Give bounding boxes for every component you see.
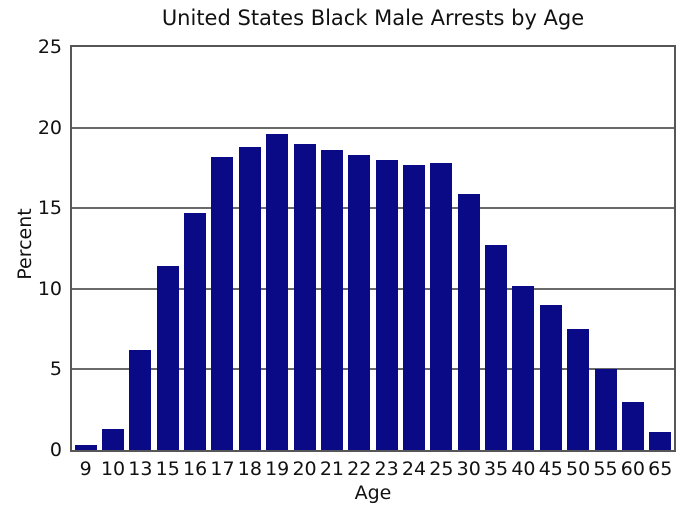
x-tick-label-35: 35 (483, 458, 509, 480)
x-tick-label-20: 20 (292, 458, 317, 480)
bars-container (72, 47, 674, 450)
bar-age-21 (320, 150, 343, 450)
bar-age-55 (594, 369, 617, 450)
bar-age-23 (375, 159, 398, 450)
x-tick-label-24: 24 (401, 458, 427, 480)
bar-age-35 (485, 245, 508, 450)
gridline-20 (72, 126, 674, 129)
chart-title: United States Black Male Arrests by Age (161, 6, 585, 30)
gridline-15 (72, 207, 674, 210)
x-tick-label-50: 50 (566, 458, 591, 480)
bar-age-15 (156, 266, 179, 450)
x-axis-label: Age (354, 482, 392, 504)
x-tick-label-10: 10 (100, 458, 126, 480)
gridline-5 (72, 368, 674, 371)
gridline-10 (72, 287, 674, 290)
x-tick-label-30: 30 (456, 458, 481, 480)
bar-age-9 (74, 445, 97, 450)
bar-age-20 (293, 143, 316, 450)
bar-age-16 (184, 213, 207, 450)
x-tick-label-22: 22 (347, 458, 372, 480)
bar-age-40 (512, 285, 535, 450)
y-tick-label-5: 5 (49, 358, 62, 381)
x-tick-label-15: 15 (155, 458, 180, 480)
x-tick-label-40: 40 (511, 458, 536, 480)
bar-age-60 (621, 401, 644, 450)
bar-age-13 (129, 350, 152, 450)
bar-age-19 (266, 134, 289, 450)
bar-age-45 (539, 304, 562, 450)
x-tick-label-13: 13 (128, 458, 153, 480)
y-axis-label: Percent (14, 208, 36, 280)
x-tick-label-18: 18 (237, 458, 262, 480)
x-tick-label-23: 23 (374, 458, 399, 480)
plot-area (70, 45, 676, 452)
bar-age-10 (102, 429, 125, 450)
x-tick-label-17: 17 (210, 458, 235, 480)
x-tick-label-65: 65 (648, 458, 673, 480)
x-tick-label-60: 60 (620, 458, 645, 480)
x-tick-label-21: 21 (319, 458, 344, 480)
x-tick-label-19: 19 (265, 458, 290, 480)
bar-age-25 (430, 163, 453, 450)
y-tick-label-20: 20 (37, 116, 62, 139)
x-tick-label-9: 9 (79, 458, 92, 480)
y-tick-label-25: 25 (37, 36, 62, 58)
bar-age-24 (402, 164, 425, 450)
bar-age-18 (238, 146, 261, 450)
bar-age-17 (211, 156, 234, 450)
x-tick-label-55: 55 (593, 458, 618, 480)
x-axis-ticks: 9 10 13 15 16 17 18 19 20 21 22 23 24 25 30 35 40 45 50 55 6… (72, 458, 674, 480)
gridlines (72, 47, 674, 450)
x-tick-label-16: 16 (183, 458, 208, 480)
bar-age-30 (457, 193, 480, 450)
x-tick-label-45: 45 (538, 458, 563, 480)
bar-age-22 (348, 155, 371, 450)
bar-age-65 (649, 432, 672, 450)
x-tick-label-25: 25 (429, 458, 454, 480)
bar-age-50 (567, 329, 590, 450)
y-tick-label-0: 0 (49, 439, 62, 461)
